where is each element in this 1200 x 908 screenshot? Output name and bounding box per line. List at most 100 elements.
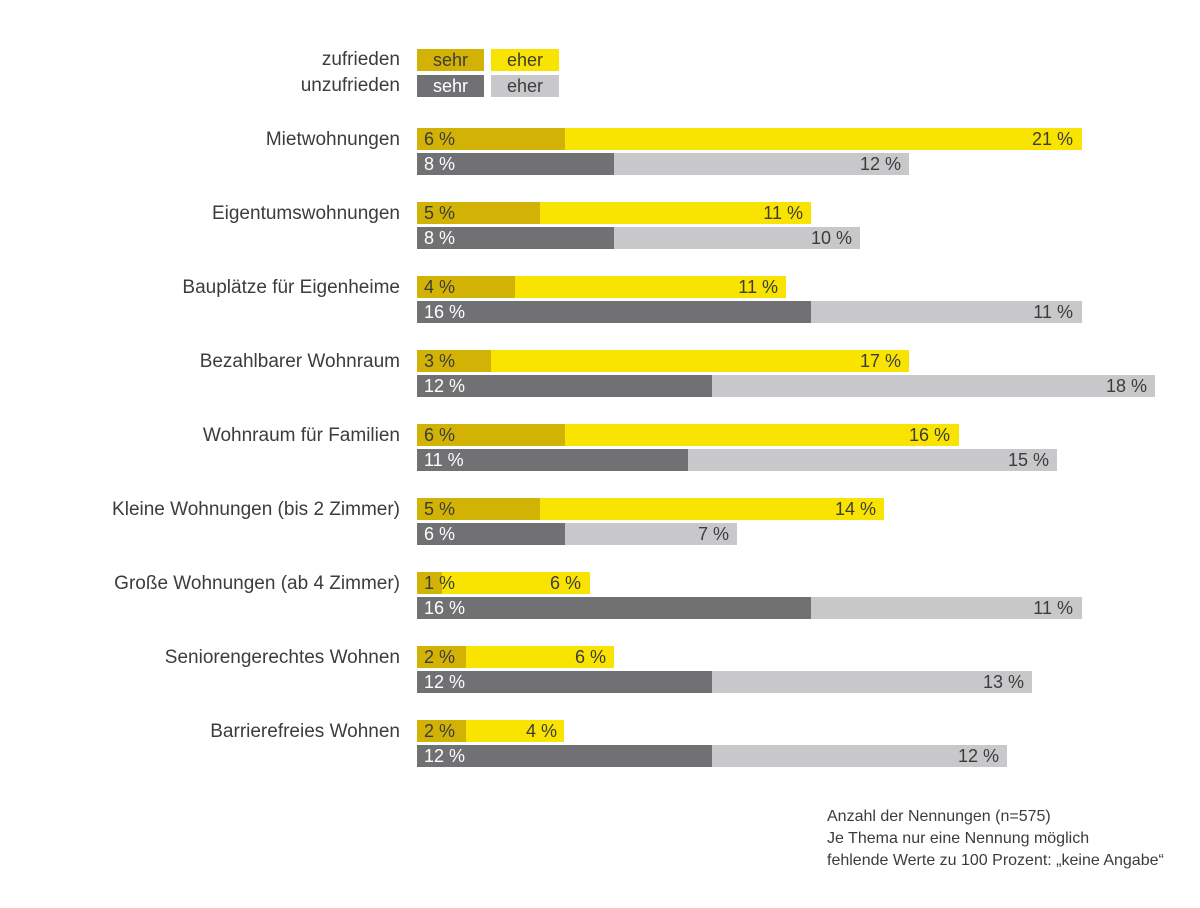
satisfied-bar: 3 % 17 %: [417, 350, 909, 372]
category-label: Mietwohnungen: [265, 129, 400, 150]
footnote-line-3: fehlende Werte zu 100 Prozent: „keine An…: [827, 852, 1164, 869]
footnote-line-2: Je Thema nur eine Nennung möglich: [827, 830, 1090, 847]
segment-sehr-zufrieden: [417, 276, 515, 298]
segment-eher-unzufrieden-value-label: 18 %: [1105, 376, 1147, 396]
category-label: Eigentumswohnungen: [211, 203, 400, 224]
unsatisfied-bar: 16 % 11 %: [417, 301, 1082, 323]
satisfied-bar: 4 % 11 %: [417, 276, 786, 298]
legend-box-sehr-zufrieden: sehr: [417, 49, 484, 71]
segment-eher-unzufrieden: [614, 153, 909, 175]
segment-eher-zufrieden: [491, 350, 909, 372]
segment-eher-unzufrieden: [688, 449, 1057, 471]
category-label: Bauplätze für Eigenheime: [182, 277, 400, 298]
segment-eher-zufrieden-value-label: 6 %: [574, 647, 606, 667]
segment-eher-zufrieden: [540, 202, 811, 224]
segment-eher-zufrieden: [466, 720, 564, 742]
segment-sehr-unzufrieden-value-label: 8 %: [424, 228, 456, 248]
footnote: Anzahl der Nennungen (n=575) Je Thema nu…: [827, 806, 1164, 872]
footnote-line-1: Anzahl der Nennungen (n=575): [827, 808, 1051, 825]
segment-eher-unzufrieden: [614, 227, 860, 249]
segment-sehr-unzufrieden: [417, 301, 811, 323]
satisfied-bar: 5 % 14 %: [417, 498, 884, 520]
segment-sehr-unzufrieden: [417, 375, 712, 397]
legend-box-eher-unzufrieden: eher: [491, 75, 559, 97]
segment-sehr-zufrieden: [417, 202, 540, 224]
segment-eher-unzufrieden-value-label: 11 %: [1033, 302, 1073, 322]
segment-sehr-zufrieden-value-label: 5 %: [424, 499, 456, 519]
unsatisfied-bar: 16 % 11 %: [417, 597, 1082, 619]
segment-sehr-unzufrieden: [417, 671, 712, 693]
segment-sehr-zufrieden-value-label: 2 %: [424, 721, 456, 741]
unsatisfied-bar: 8 % 10 %: [417, 227, 860, 249]
category-label: Große Wohnungen (ab 4 Zimmer): [114, 573, 400, 594]
segment-eher-unzufrieden-value-label: 10 %: [810, 228, 852, 248]
category-label: Barrierefreies Wohnen: [210, 721, 400, 742]
category-label: Seniorengerechtes Wohnen: [164, 647, 400, 668]
unsatisfied-bar: 8 % 12 %: [417, 153, 909, 175]
segment-sehr-unzufrieden: [417, 227, 614, 249]
segment-eher-zufrieden-value-label: 11 %: [763, 203, 803, 223]
segment-sehr-zufrieden-value-label: 3 %: [424, 351, 456, 371]
category-label: Bezahlbarer Wohnraum: [199, 351, 400, 372]
segment-sehr-unzufrieden: [417, 153, 614, 175]
legend-unsatisfied-label: unzufrieden: [300, 75, 400, 96]
segment-eher-unzufrieden-value-label: 11 %: [1033, 598, 1073, 618]
segment-sehr-zufrieden: [417, 646, 466, 668]
segment-eher-zufrieden: [515, 276, 786, 298]
segment-eher-zufrieden: [565, 424, 959, 446]
satisfied-bar: 2 % 4 %: [417, 720, 565, 742]
segment-eher-zufrieden-value-label: 4 %: [525, 721, 557, 741]
segment-sehr-unzufrieden: [417, 597, 811, 619]
category-label: Kleine Wohnungen (bis 2 Zimmer): [112, 499, 400, 520]
segment-eher-unzufrieden-value-label: 15 %: [1007, 450, 1049, 470]
legend-satisfied-label: zufrieden: [321, 49, 400, 70]
segment-sehr-zufrieden: [417, 424, 565, 446]
unsatisfied-bar: 12 % 18 %: [417, 375, 1155, 397]
segment-sehr-zufrieden: [417, 350, 491, 372]
unsatisfied-bar: 12 % 12 %: [417, 745, 1007, 767]
segment-eher-unzufrieden-value-label: 12 %: [957, 746, 999, 766]
unsatisfied-bar: 6 % 7 %: [417, 523, 737, 545]
segment-sehr-zufrieden-value-label: 2 %: [424, 647, 456, 667]
segment-eher-zufrieden-value-label: 6 %: [549, 573, 581, 593]
segment-sehr-unzufrieden-value-label: 6 %: [424, 524, 456, 544]
unsatisfied-bar: 11 % 15 %: [417, 449, 1057, 471]
segment-sehr-zufrieden-value-label: 6 %: [424, 425, 456, 445]
legend-box-sehr-unzufrieden: sehr: [417, 75, 484, 97]
segment-sehr-unzufrieden-value-label: 16 %: [424, 302, 466, 322]
segment-sehr-zufrieden: [417, 498, 540, 520]
segment-sehr-zufrieden: [417, 720, 466, 742]
segment-sehr-unzufrieden: [417, 745, 712, 767]
satisfied-bar: 2 % 6 %: [417, 646, 614, 668]
segment-eher-unzufrieden: [712, 745, 1007, 767]
segment-eher-unzufrieden: [712, 375, 1155, 397]
unsatisfied-bar: 12 % 13 %: [417, 671, 1032, 693]
segment-eher-unzufrieden-value-label: 13 %: [982, 672, 1024, 692]
category-label: Wohnraum für Familien: [202, 425, 400, 446]
segment-sehr-unzufrieden-value-label: 16 %: [424, 598, 466, 618]
segment-sehr-unzufrieden-value-label: 12 %: [424, 376, 466, 396]
satisfied-bar: 6 % 21 %: [417, 128, 1082, 150]
legend-box-eher-zufrieden: eher: [491, 49, 559, 71]
segment-eher-zufrieden-value-label: 17 %: [859, 351, 901, 371]
segment-eher-unzufrieden: [811, 597, 1082, 619]
segment-sehr-unzufrieden-value-label: 12 %: [424, 746, 466, 766]
segment-eher-unzufrieden: [565, 523, 737, 545]
segment-sehr-zufrieden-value-label: 5 %: [424, 203, 456, 223]
segment-eher-zufrieden-value-label: 11 %: [738, 277, 778, 297]
satisfied-bar: 5 % 11 %: [417, 202, 811, 224]
segment-sehr-unzufrieden: [417, 449, 688, 471]
segment-sehr-unzufrieden-value-label: 11 %: [424, 450, 464, 470]
segment-sehr-unzufrieden-value-label: 12 %: [424, 672, 466, 692]
segment-sehr-zufrieden-value-label: 4 %: [424, 277, 456, 297]
satisfied-bar: 6 % 16 %: [417, 424, 959, 446]
segment-eher-zufrieden: [466, 646, 614, 668]
segment-eher-zufrieden-value-label: 14 %: [834, 499, 876, 519]
segment-sehr-unzufrieden-value-label: 8 %: [424, 154, 456, 174]
segment-eher-zufrieden: [565, 128, 1082, 150]
segment-eher-unzufrieden-value-label: 7 %: [697, 524, 729, 544]
segment-sehr-zufrieden-value-label: 1 %: [424, 573, 456, 593]
segment-eher-zufrieden: [442, 572, 590, 594]
segment-sehr-unzufrieden: [417, 523, 565, 545]
